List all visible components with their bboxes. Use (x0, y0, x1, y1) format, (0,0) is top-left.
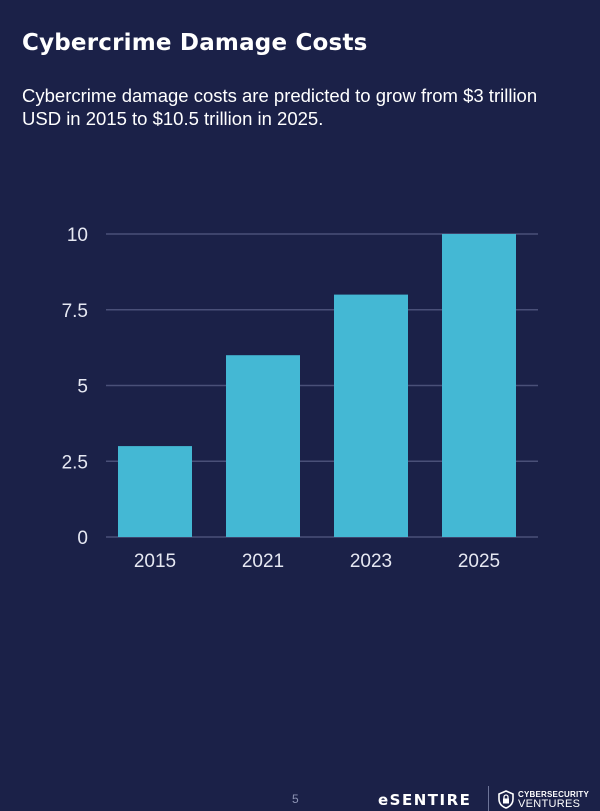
x-tick-label: 2025 (458, 551, 500, 572)
y-tick-label: 0 (77, 528, 88, 549)
cybersecurity-ventures-logo: CYBERSECURITY VENTURES (498, 790, 598, 811)
page-subtitle: Cybercrime damage costs are predicted to… (22, 85, 538, 129)
y-tick-label: 7.5 (62, 301, 88, 322)
x-tick-label: 2015 (134, 551, 176, 572)
bar-chart: 0 2.5 5 7.5 10 2015 2021 2023 2025 (62, 225, 538, 572)
bar (442, 234, 516, 537)
y-tick-label: 5 (77, 377, 88, 398)
cv-logo-line1: CYBERSECURITY (518, 790, 590, 799)
shield-lock-icon (498, 790, 514, 809)
x-tick-label: 2023 (350, 551, 392, 572)
cv-logo-line2: VENTURES (518, 798, 581, 810)
bar (334, 294, 408, 537)
y-tick-label: 10 (67, 225, 88, 246)
page-number: 5 (292, 792, 299, 806)
x-tick-label: 2021 (242, 551, 284, 572)
page-title: Cybercrime Damage Costs (22, 30, 368, 56)
bar (226, 355, 300, 537)
esentire-logo: eSENTIRE (378, 791, 472, 809)
y-tick-label: 2.5 (62, 452, 88, 473)
logo-divider (488, 786, 489, 811)
bar (118, 446, 192, 537)
